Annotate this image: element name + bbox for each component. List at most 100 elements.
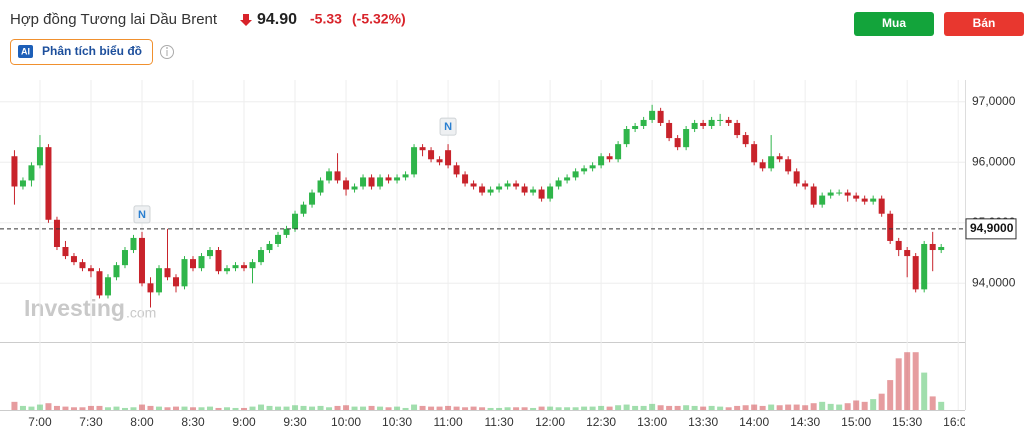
candle-body xyxy=(79,262,86,269)
volume-bar xyxy=(36,404,43,410)
x-tick-label: 11:00 xyxy=(433,415,462,429)
change: -5.33 xyxy=(310,11,342,27)
candle-body xyxy=(309,192,316,205)
candle-body xyxy=(292,213,299,229)
volume-bar xyxy=(334,405,341,410)
candle-body xyxy=(138,237,145,284)
candle-body xyxy=(70,256,77,263)
candle-body xyxy=(87,268,94,272)
candle-body xyxy=(827,192,834,196)
news-marker xyxy=(133,205,151,224)
candle-body xyxy=(555,180,562,187)
volume-bar xyxy=(496,407,503,410)
candle-body xyxy=(853,195,860,199)
candle-body xyxy=(700,122,707,126)
candle-body xyxy=(428,150,435,160)
candle-body xyxy=(436,159,443,163)
volume-bar xyxy=(657,405,664,410)
volume-bar xyxy=(683,405,690,410)
watermark: Investing xyxy=(24,295,125,321)
candle-body xyxy=(326,171,333,181)
volume-bar xyxy=(878,393,885,410)
candle-body xyxy=(844,192,851,196)
candle-body xyxy=(632,125,639,130)
candle-body xyxy=(377,177,384,187)
candle-body xyxy=(164,268,171,278)
volume-bar xyxy=(904,352,911,410)
volume-bar xyxy=(428,406,435,410)
candle-body xyxy=(725,119,732,123)
candle-body xyxy=(130,237,137,251)
volume-bar xyxy=(810,403,817,410)
grid xyxy=(0,80,965,410)
candle-body xyxy=(155,268,162,293)
candle-body xyxy=(266,243,273,251)
volume-bar xyxy=(666,405,673,410)
candle-body xyxy=(104,277,111,296)
candle-body xyxy=(785,159,792,172)
buy-button[interactable] xyxy=(854,12,934,36)
candle-body xyxy=(734,122,741,136)
watermark-suffix: .com xyxy=(126,305,156,321)
volume-bar xyxy=(70,407,77,410)
volume-bar xyxy=(734,405,741,410)
candle-body xyxy=(487,189,494,193)
candle-body xyxy=(836,192,843,194)
volume-bar xyxy=(836,404,843,410)
volume-bar xyxy=(768,404,775,410)
volume-bar xyxy=(402,407,409,410)
volume-bar xyxy=(921,372,928,410)
volume-bar xyxy=(147,405,154,410)
candle-body xyxy=(870,198,877,202)
candle-body xyxy=(394,177,401,181)
candle-body xyxy=(530,189,537,193)
buy-label[interactable]: Mua xyxy=(882,16,906,30)
volume-bar xyxy=(742,405,749,410)
candle-body xyxy=(249,262,256,269)
volume-bar xyxy=(181,406,188,410)
ai-button[interactable] xyxy=(10,39,153,65)
volume-bar xyxy=(589,406,596,410)
plot: 7:00 7:30 8:00 8:30 9:00 9:30 10:00 10:30 11:00 1… xyxy=(11,104,965,429)
volume-bar xyxy=(606,406,613,410)
volume-bar xyxy=(674,405,681,410)
x-tick-label: 15:30 xyxy=(892,415,922,429)
volume-bar xyxy=(547,406,554,410)
candle-body xyxy=(810,186,817,205)
candle-body xyxy=(929,243,936,251)
candle-body xyxy=(802,183,809,187)
candle-body xyxy=(190,259,196,269)
sell-button[interactable] xyxy=(944,12,1024,36)
volume-bar xyxy=(258,404,265,410)
volume-bar xyxy=(632,405,639,410)
change-percent: (-5.32%) xyxy=(352,11,406,27)
volume-bar xyxy=(96,405,103,410)
candle-body xyxy=(147,283,154,293)
info-icon[interactable] xyxy=(160,45,174,59)
candle-body xyxy=(887,213,894,241)
candle-body xyxy=(759,162,766,169)
ai-label[interactable]: Phân tích biểu đồ xyxy=(42,44,142,58)
candle-body xyxy=(904,250,911,257)
x-tick-label: 8:00 xyxy=(130,415,154,429)
candle-body xyxy=(513,183,520,187)
volume-bar xyxy=(121,407,128,410)
y-tick-label: 97,0000 xyxy=(972,94,1016,108)
volume-bar xyxy=(615,405,622,410)
candle-body xyxy=(275,234,282,244)
candle-body xyxy=(581,168,588,172)
volume-bar xyxy=(912,352,919,410)
sell-label[interactable]: Bán xyxy=(973,16,996,30)
volume-bar xyxy=(445,405,452,410)
candle-body xyxy=(683,129,690,148)
candle-body xyxy=(121,250,128,266)
x-tick-label: 8:30 xyxy=(181,415,205,429)
x-tick-label: 10:00 xyxy=(331,415,361,429)
volume-bar xyxy=(249,406,256,410)
info-icon-dot xyxy=(166,47,168,49)
candle-body xyxy=(317,180,324,193)
y-tick-label: 94,0000 xyxy=(972,275,1016,289)
volume-bar xyxy=(411,404,418,410)
candle-body xyxy=(895,240,902,251)
